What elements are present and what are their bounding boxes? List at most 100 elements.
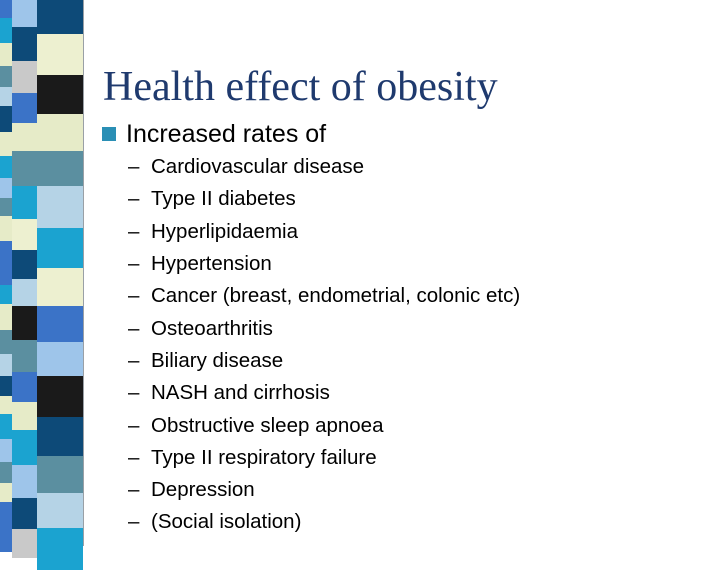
list-item: – Type II diabetes	[128, 183, 520, 215]
stripe-block	[12, 465, 37, 498]
stripe-block	[0, 414, 12, 439]
dash-icon: –	[128, 381, 140, 405]
stripe-block	[12, 0, 37, 27]
stripe-block	[37, 306, 83, 342]
stripe-block	[37, 228, 83, 268]
stripe-block	[37, 268, 83, 306]
stripe-block	[12, 250, 37, 279]
list-item-text: Depression	[151, 478, 255, 502]
stripe-block	[12, 151, 37, 186]
list-item: – Cardiovascular disease	[128, 151, 520, 183]
dash-icon: –	[128, 478, 140, 502]
slide-title: Health effect of obesity	[103, 64, 498, 110]
list-item-text: (Social isolation)	[151, 510, 302, 534]
dash-icon: –	[128, 316, 140, 340]
stripe-divider	[83, 0, 84, 546]
dash-icon: –	[128, 413, 140, 437]
stripe-block	[0, 376, 12, 396]
stripe-block	[37, 114, 83, 151]
stripe-block	[37, 342, 83, 376]
list-item: – Hyperlipidaemia	[128, 216, 520, 248]
stripe-block	[12, 430, 37, 465]
stripe-column-right	[37, 0, 83, 570]
list-item-text: Cancer (breast, endometrial, colonic etc…	[151, 284, 521, 308]
stripe-block	[0, 43, 12, 66]
stripe-column-middle	[12, 0, 37, 558]
stripe-block	[37, 34, 83, 75]
stripe-block	[0, 178, 12, 198]
list-item-text: Osteoarthritis	[151, 316, 273, 340]
stripe-block	[0, 483, 12, 502]
list-item-text: Type II diabetes	[151, 187, 296, 211]
stripe-block	[0, 18, 12, 43]
list-item-text: Hyperlipidaemia	[151, 219, 298, 243]
stripe-block	[0, 330, 12, 354]
stripe-block	[37, 0, 83, 34]
list-item-text: Cardiovascular disease	[151, 155, 365, 179]
list-item: – Osteoarthritis	[128, 312, 520, 344]
list-item-text: Hypertension	[151, 252, 272, 276]
stripe-block	[0, 354, 12, 376]
stripe-block	[0, 241, 12, 264]
stripe-block	[0, 304, 12, 330]
list-item: – Biliary disease	[128, 345, 520, 377]
stripe-block	[12, 402, 37, 430]
stripe-block	[12, 93, 37, 123]
stripe-block	[37, 376, 83, 417]
dash-icon: –	[128, 348, 140, 372]
list-item: – NASH and cirrhosis	[128, 377, 520, 409]
stripe-block	[37, 75, 83, 114]
stripe-block	[12, 219, 37, 250]
list-item-text: NASH and cirrhosis	[151, 381, 330, 405]
stripe-column-left	[0, 0, 12, 552]
stripe-block	[12, 279, 37, 306]
stripe-block	[0, 216, 12, 241]
stripe-block	[37, 186, 83, 228]
dash-icon: –	[128, 445, 140, 469]
stripe-block	[37, 493, 83, 528]
list-item: – Obstructive sleep apnoea	[128, 409, 520, 441]
dash-icon: –	[128, 510, 140, 534]
main-bullet: Increased rates of	[102, 117, 326, 151]
dash-icon: –	[128, 252, 140, 276]
stripe-block	[0, 264, 12, 285]
stripe-block	[12, 186, 37, 219]
stripe-block	[0, 0, 12, 18]
stripe-block	[37, 151, 83, 186]
square-bullet-icon	[102, 127, 116, 141]
stripe-block	[0, 285, 12, 304]
dash-icon: –	[128, 155, 140, 179]
stripe-block	[12, 372, 37, 402]
stripe-block	[0, 106, 12, 132]
list-item: – Hypertension	[128, 248, 520, 280]
list-item: – Cancer (breast, endometrial, colonic et…	[128, 280, 520, 312]
stripe-block	[0, 502, 12, 528]
stripe-block	[0, 87, 12, 106]
stripe-block	[0, 528, 12, 552]
stripe-block	[12, 306, 37, 340]
sub-bullet-list: – Cardiovascular disease – Type II diabete…	[128, 151, 520, 539]
stripe-block	[0, 439, 12, 462]
list-item: – (Social isolation)	[128, 506, 520, 538]
dash-icon: –	[128, 219, 140, 243]
dash-icon: –	[128, 284, 140, 308]
stripe-block	[0, 132, 12, 156]
stripe-block	[37, 528, 83, 570]
stripe-block	[0, 156, 12, 178]
decorative-stripe-panel	[0, 0, 90, 570]
list-item-text: Obstructive sleep apnoea	[151, 413, 384, 437]
stripe-block	[12, 27, 37, 61]
list-item: – Type II respiratory failure	[128, 442, 520, 474]
stripe-block	[0, 66, 12, 87]
dash-icon: –	[128, 187, 140, 211]
main-bullet-text: Increased rates of	[126, 119, 327, 148]
stripe-block	[37, 417, 83, 456]
stripe-block	[0, 462, 12, 483]
list-item-text: Biliary disease	[151, 348, 284, 372]
stripe-block	[12, 123, 37, 151]
stripe-block	[37, 456, 83, 493]
stripe-block	[12, 498, 37, 529]
stripe-block	[12, 340, 37, 372]
list-item: – Depression	[128, 474, 520, 506]
list-item-text: Type II respiratory failure	[151, 445, 377, 469]
